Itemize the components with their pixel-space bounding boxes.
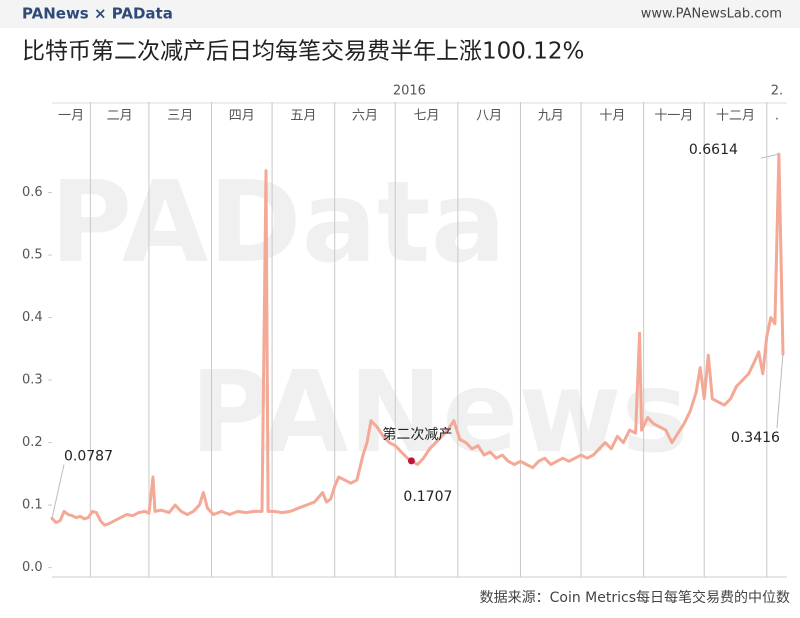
data-label: 0.6614 — [689, 142, 738, 158]
annotation: 第二次减产 — [382, 426, 452, 443]
data-label: 0.3416 — [731, 430, 780, 446]
y-tick-label: 0.6 — [22, 185, 43, 200]
y-tick-label: 0.1 — [22, 498, 43, 513]
year-label: 2. — [771, 84, 783, 99]
data-line — [50, 152, 785, 527]
y-tick-label: 0.0 — [22, 560, 43, 575]
x-tick-label: 十二月 — [716, 109, 755, 124]
x-tick-label: 三月 — [167, 109, 193, 124]
x-tick-label: 八月 — [476, 109, 502, 124]
x-tick-label: 五月 — [290, 109, 316, 124]
y-tick-label: 0.4 — [22, 310, 43, 325]
year-label: 2016 — [393, 84, 426, 99]
halving-point — [407, 457, 415, 465]
top-bar — [0, 0, 800, 28]
chart-title: 比特币第二次减产后日均每笔交易费半年上涨100.12% — [22, 39, 584, 65]
logo: PANews × PAData — [22, 5, 173, 23]
x-tick-label: 十一月 — [654, 109, 693, 124]
watermark: PANews — [190, 348, 688, 478]
watermark: PAData — [50, 158, 506, 288]
x-tick-label: 一月 — [58, 109, 84, 124]
label-leader — [776, 354, 784, 429]
data-label: 0.0787 — [64, 448, 113, 464]
x-tick-label: 七月 — [414, 109, 440, 124]
x-tick-label: 九月 — [538, 109, 564, 124]
y-tick-label: 0.5 — [22, 248, 43, 263]
data-label: 0.1707 — [403, 489, 452, 505]
source-note: 数据来源：Coin Metrics每日每笔交易费的中位数 — [480, 589, 790, 606]
x-tick-label: 二月 — [107, 109, 133, 124]
y-tick-label: 0.3 — [22, 373, 43, 388]
x-tick-label: 十月 — [599, 109, 625, 124]
x-tick-label: 四月 — [229, 109, 255, 124]
x-tick-label: 六月 — [352, 109, 378, 124]
label-leader — [51, 464, 65, 519]
label-leader — [760, 153, 780, 159]
x-tick-label: . — [775, 109, 779, 124]
y-tick-label: 0.2 — [22, 435, 43, 450]
site-url: www.PANewsLab.com — [641, 7, 782, 22]
